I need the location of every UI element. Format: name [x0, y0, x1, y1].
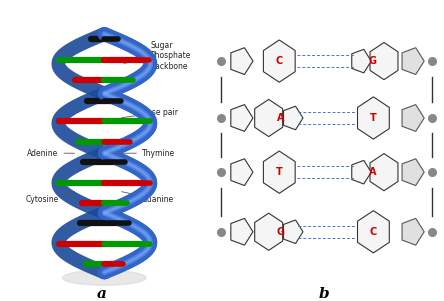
- Polygon shape: [255, 213, 283, 250]
- Text: Guanine: Guanine: [122, 192, 174, 204]
- Polygon shape: [263, 40, 295, 82]
- Text: C: C: [276, 56, 283, 66]
- Ellipse shape: [63, 270, 146, 285]
- Polygon shape: [402, 104, 424, 132]
- Polygon shape: [231, 218, 253, 245]
- Polygon shape: [402, 218, 424, 245]
- Polygon shape: [284, 220, 303, 244]
- Polygon shape: [402, 159, 424, 186]
- Text: G: G: [277, 227, 285, 237]
- Polygon shape: [357, 97, 389, 139]
- Polygon shape: [352, 49, 371, 73]
- Polygon shape: [231, 48, 253, 75]
- Text: G: G: [368, 56, 376, 66]
- Text: Cytosine: Cytosine: [25, 192, 75, 204]
- Polygon shape: [370, 42, 398, 80]
- Text: T: T: [370, 113, 377, 123]
- Polygon shape: [231, 159, 253, 186]
- Text: T: T: [276, 167, 283, 177]
- Polygon shape: [357, 211, 389, 253]
- Text: C: C: [370, 227, 377, 237]
- Polygon shape: [284, 106, 303, 130]
- Polygon shape: [255, 99, 283, 137]
- Polygon shape: [231, 104, 253, 132]
- Text: b: b: [319, 287, 329, 301]
- Text: A: A: [369, 167, 376, 177]
- Polygon shape: [402, 48, 424, 75]
- Text: Adenine: Adenine: [27, 149, 75, 158]
- Text: A: A: [277, 113, 284, 123]
- Polygon shape: [352, 160, 371, 184]
- Text: Base pair: Base pair: [122, 108, 178, 118]
- Text: Sugar
Phosphate
Backbone: Sugar Phosphate Backbone: [124, 41, 190, 71]
- Text: a: a: [97, 287, 107, 301]
- Polygon shape: [370, 154, 398, 191]
- Text: Thymine: Thymine: [122, 149, 175, 158]
- Polygon shape: [263, 151, 295, 193]
